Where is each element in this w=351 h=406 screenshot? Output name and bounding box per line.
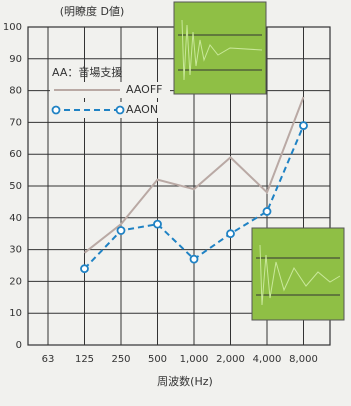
x-tick-label: 8,000 [289,354,318,365]
x-axis-label: 周波数(Hz) [157,375,213,388]
y-tick-label: 90 [9,54,22,65]
point [154,221,161,228]
inset-frame [174,2,266,94]
inset-image [174,2,266,94]
point [81,265,88,272]
legend-marker [53,107,60,114]
y-tick-label: 80 [9,86,22,97]
y-tick-label: 100 [3,22,22,33]
y-tick-label: 10 [9,308,22,319]
x-tick-label: 125 [75,354,94,365]
y-tick-label: 40 [9,213,22,224]
x-tick-label: 250 [111,354,130,365]
legend-label: AAOFF [126,83,162,96]
y-tick-label: 30 [9,245,22,256]
chart: (明瞭度 D値) 周波数(Hz) 0 10 20 30 40 50 60 70 80 90 100 6… [0,0,351,406]
y-tick-label: 50 [9,181,22,192]
y-tick-label: 60 [9,149,22,160]
y-tick-label: 70 [9,117,22,128]
inset-image [252,228,344,320]
y-tick-label: 0 [16,340,22,351]
y-tick-label: 20 [9,276,22,287]
x-tick-label: 63 [42,354,55,365]
point [191,256,198,263]
point [264,208,271,215]
legend-title: AA：音場支援 [52,65,122,79]
x-tick-label: 2,000 [216,354,245,365]
point [227,230,234,237]
point [300,122,307,129]
legend-label: AAON [126,103,158,116]
x-tick-label: 4,000 [253,354,282,365]
x-tick-label: 500 [148,354,167,365]
point [118,227,125,234]
legend-marker [117,107,124,114]
x-tick-label: 1,000 [180,354,209,365]
chart-title: (明瞭度 D値) [60,4,125,18]
